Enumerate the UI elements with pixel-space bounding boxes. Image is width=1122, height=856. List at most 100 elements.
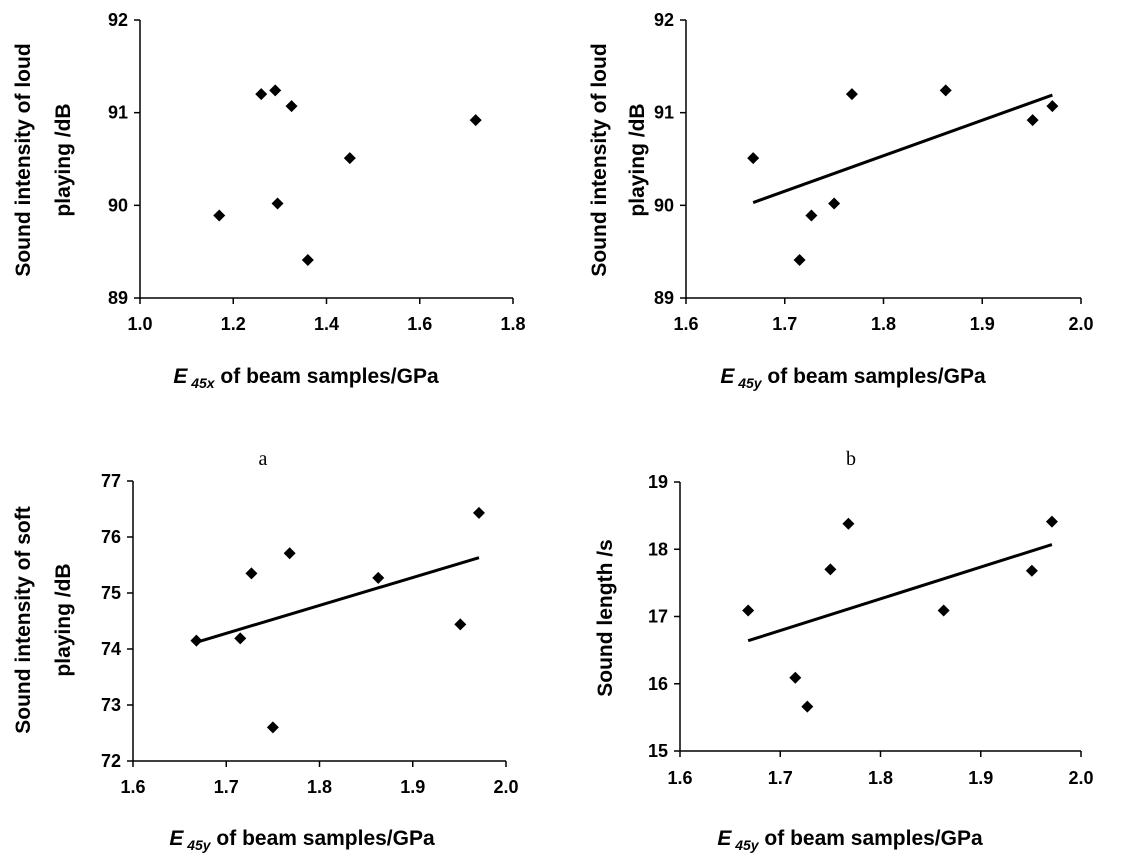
- x-axis-label: E 45y of beam samples/GPa: [720, 365, 986, 391]
- x-tick-label: 1.0: [127, 314, 152, 334]
- x-tick-label: 1.8: [500, 314, 525, 334]
- data-point: [213, 209, 226, 222]
- chart-panel-2: 89 90 91 92 1.6 1.7 1.8 1.9 2.0 E 45y of beam sam…: [588, 10, 1094, 470]
- x-tick-label: 1.8: [868, 768, 893, 788]
- data-point: [269, 84, 282, 97]
- x-axis-label-symbol: E: [720, 365, 735, 388]
- x-axis-label-text: of beam samples/GPa: [762, 365, 986, 388]
- data-point: [793, 254, 806, 267]
- y-tick-label: 75: [101, 583, 121, 603]
- x-tick-label: 1.9: [400, 777, 425, 797]
- data-point: [842, 517, 855, 530]
- x-tick-label: 1.8: [307, 777, 332, 797]
- x-axis-label-symbol: E: [173, 365, 188, 388]
- data-point: [266, 721, 279, 734]
- y-tick-label: 92: [654, 10, 674, 30]
- x-axis-label-text: of beam samples/GPa: [211, 827, 435, 850]
- x-axis-label-subscript: 45y: [183, 837, 211, 853]
- data-point: [283, 547, 296, 560]
- y-tick-label: 72: [101, 751, 121, 771]
- x-tick-label: 2.0: [1068, 314, 1093, 334]
- data-point: [472, 506, 485, 519]
- y-tick-label: 77: [101, 471, 121, 491]
- data-point: [801, 700, 814, 713]
- x-axis-label-symbol: E: [169, 827, 184, 850]
- panel-label: a: [259, 448, 268, 470]
- data-point: [1045, 515, 1058, 528]
- x-axis-label-subscript: 45x: [187, 375, 215, 391]
- x-axis-label-text: of beam samples/GPa: [215, 365, 439, 388]
- y-tick-label: 90: [108, 195, 128, 215]
- y-tick-label: 15: [648, 741, 668, 761]
- data-point: [454, 618, 467, 631]
- x-axis-label-subscript: 45y: [734, 375, 762, 391]
- data-point: [301, 254, 314, 267]
- data-point: [805, 209, 818, 222]
- x-axis-label-symbol: E: [717, 827, 732, 850]
- y-tick-label: 17: [648, 607, 668, 627]
- y-tick-label: 76: [101, 527, 121, 547]
- x-axis-label-text: of beam samples/GPa: [759, 827, 983, 850]
- data-point: [747, 152, 760, 165]
- trendline: [747, 543, 1053, 643]
- y-tick-label: 91: [108, 103, 128, 123]
- x-tick-label: 2.0: [1068, 768, 1093, 788]
- trendline: [752, 93, 1053, 204]
- trendline: [195, 556, 480, 644]
- x-tick-label: 2.0: [493, 777, 518, 797]
- panel-label: b: [846, 448, 856, 470]
- y-axis-label-line-1: Sound length /s: [594, 539, 617, 697]
- y-tick-label: 16: [648, 674, 668, 694]
- y-tick-label: 89: [654, 288, 674, 308]
- x-tick-label: 1.7: [768, 768, 793, 788]
- y-axis-label-line-1: Sound intensity of soft: [12, 506, 35, 733]
- data-point: [1026, 114, 1039, 127]
- x-tick-label: 1.6: [667, 768, 692, 788]
- x-tick-label: 1.9: [968, 768, 993, 788]
- data-point: [742, 604, 755, 617]
- y-tick-label: 73: [101, 695, 121, 715]
- data-point: [372, 571, 385, 584]
- y-axis-label-line-2: playing /dB: [52, 103, 75, 216]
- data-point: [190, 634, 203, 647]
- y-tick-label: 89: [108, 288, 128, 308]
- x-tick-label: 1.7: [772, 314, 797, 334]
- x-axis-label: E 45y of beam samples/GPa: [169, 827, 435, 853]
- x-axis-label-subscript: 45y: [731, 837, 759, 853]
- x-tick-label: 1.6: [673, 314, 698, 334]
- y-axis-label-line-2: playing /dB: [52, 563, 75, 676]
- data-point: [234, 632, 247, 645]
- data-point: [939, 84, 952, 97]
- data-point: [285, 100, 298, 113]
- y-tick-label: 90: [654, 195, 674, 215]
- data-point: [245, 567, 258, 580]
- x-tick-label: 1.4: [314, 314, 339, 334]
- x-axis-label: E 45x of beam samples/GPa: [173, 365, 439, 391]
- data-point: [789, 671, 802, 684]
- data-point: [1025, 564, 1038, 577]
- chart-panel-3: 72 73 74 75 76 77 1.6 1.7 1.8 1.9 2.0 E 45y of beam…: [12, 471, 519, 853]
- y-axis-label-line-1: Sound intensity of loud: [12, 43, 35, 276]
- x-tick-label: 1.9: [970, 314, 995, 334]
- x-axis-label: E 45y of beam samples/GPa: [717, 827, 983, 853]
- data-point: [469, 114, 482, 127]
- y-tick-label: 19: [648, 472, 668, 492]
- data-point: [937, 604, 950, 617]
- data-point: [828, 197, 841, 210]
- x-tick-label: 1.7: [214, 777, 239, 797]
- x-tick-label: 1.2: [221, 314, 246, 334]
- x-tick-label: 1.6: [407, 314, 432, 334]
- y-tick-label: 18: [648, 539, 668, 559]
- x-tick-label: 1.6: [120, 777, 145, 797]
- data-point: [824, 563, 837, 576]
- y-tick-label: 92: [108, 10, 128, 30]
- chart-panel-1: 89 90 91 92 1.0 1.2 1.4 1.6 1.8 E 45x of beam sam…: [12, 10, 526, 470]
- chart-panel-4: 15 16 17 18 19 1.6 1.7 1.8 1.9 2.0 E 45y of beam s…: [594, 472, 1094, 853]
- y-axis-label-line-2: playing /dB: [626, 103, 649, 216]
- data-point: [343, 152, 356, 165]
- data-point: [271, 197, 284, 210]
- data-point: [1046, 100, 1059, 113]
- y-axis-label-line-1: Sound intensity of loud: [588, 43, 611, 276]
- y-tick-label: 91: [654, 103, 674, 123]
